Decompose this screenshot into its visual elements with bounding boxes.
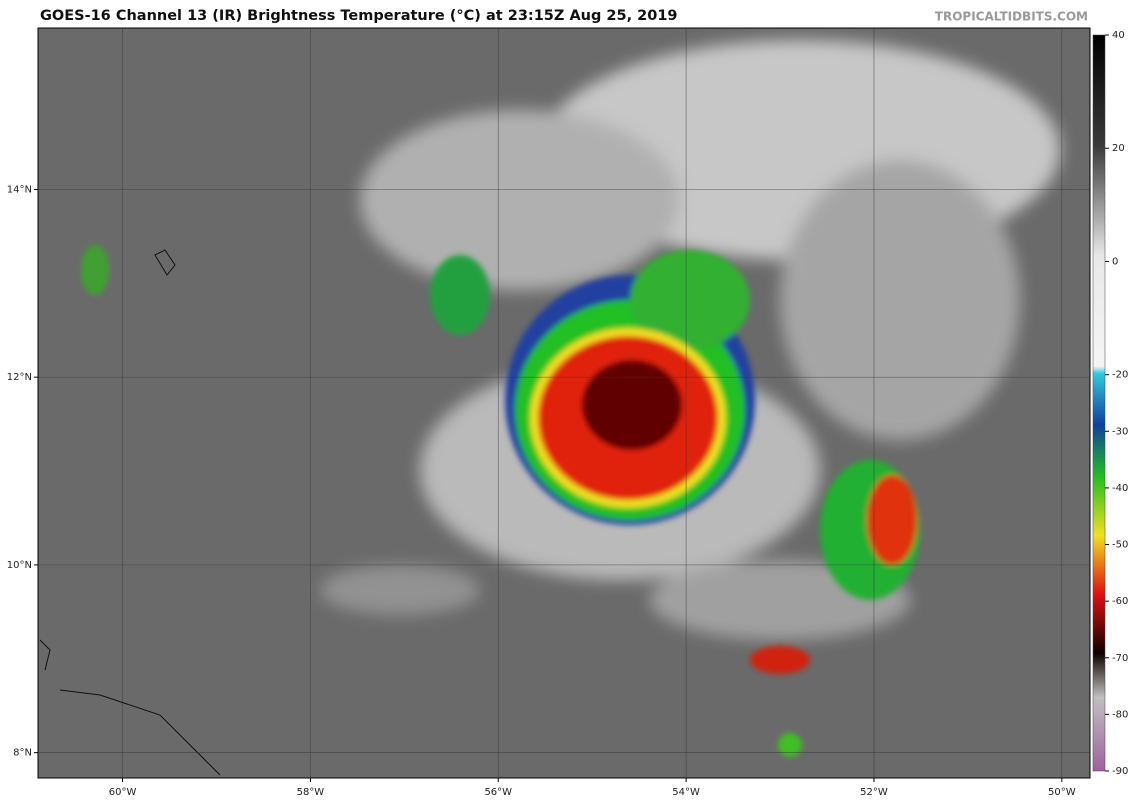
lat-label: 8°N [13, 748, 32, 759]
lat-label: 10°N [7, 560, 32, 571]
lon-label: 54°W [672, 787, 700, 798]
colorbar-label: -90 [1112, 766, 1128, 777]
lat-label: 14°N [7, 184, 32, 195]
satellite-image [38, 28, 1090, 778]
colorbar-label: -20 [1112, 370, 1128, 381]
lon-label: 58°W [297, 787, 325, 798]
colorbar-label: -40 [1112, 483, 1128, 494]
colorbar [1092, 34, 1106, 772]
colorbar-label: -50 [1112, 540, 1128, 551]
source: TROPICALTIDBITS.COM [935, 10, 1088, 24]
lon-label: 60°W [109, 787, 137, 798]
lon-label: 52°W [860, 787, 888, 798]
lon-label: 50°W [1048, 787, 1076, 798]
lat-label: 12°N [7, 372, 32, 383]
colorbar-label: -80 [1112, 709, 1128, 720]
colorbar-label: -70 [1112, 653, 1128, 664]
map-frame [37, 27, 1091, 779]
title: GOES-16 Channel 13 (IR) Brightness Tempe… [40, 8, 678, 24]
colorbar-label: 20 [1112, 143, 1125, 154]
colorbar-label: -60 [1112, 596, 1128, 607]
colorbar-label: 40 [1112, 30, 1125, 41]
colorbar-label: 0 [1112, 256, 1118, 267]
colorbar-label: -30 [1112, 426, 1128, 437]
lon-label: 56°W [484, 787, 512, 798]
